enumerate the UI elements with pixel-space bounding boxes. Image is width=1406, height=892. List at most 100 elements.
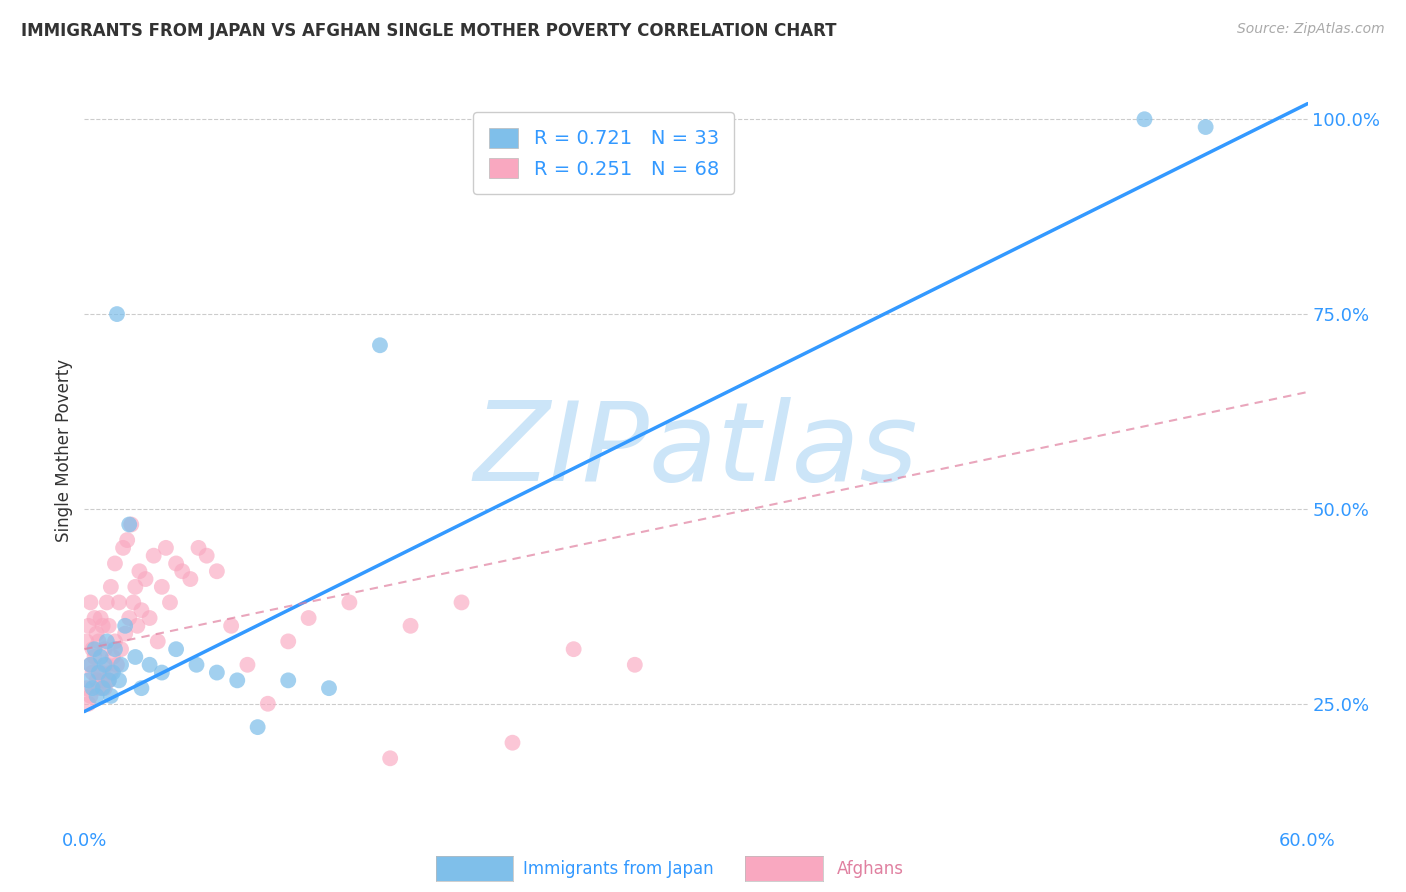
Point (75, 634, 97, 648)
Point (93, 657, 115, 672)
Point (127, 619, 149, 633)
Point (159, 595, 181, 609)
Point (172, 564, 194, 578)
Point (82, 665, 104, 680)
Point (277, 634, 299, 648)
Point (124, 580, 146, 594)
Point (339, 595, 361, 609)
Point (87, 665, 110, 680)
Point (83, 650, 105, 665)
Point (87, 681, 110, 695)
Point (226, 673, 249, 688)
Point (205, 665, 228, 680)
Point (122, 595, 145, 609)
Point (138, 657, 160, 672)
Point (150, 580, 173, 594)
Point (82, 642, 104, 657)
Point (114, 626, 136, 640)
Point (86, 673, 108, 688)
Point (105, 657, 128, 672)
Point (91, 681, 114, 695)
Point (110, 642, 132, 657)
Point (219, 619, 242, 633)
Point (96, 595, 118, 609)
Point (277, 673, 299, 688)
Point (101, 650, 124, 665)
Point (86, 626, 108, 640)
Point (90, 665, 112, 680)
Text: ZIPatlas: ZIPatlas (474, 397, 918, 504)
Point (150, 665, 173, 680)
Point (502, 736, 524, 750)
Point (104, 557, 127, 571)
Text: Immigrants from Japan: Immigrants from Japan (523, 860, 714, 878)
Point (79, 595, 101, 609)
Legend: R = 0.721   N = 33, R = 0.251   N = 68: R = 0.721 N = 33, R = 0.251 N = 68 (474, 112, 734, 194)
Point (1133, 112, 1156, 127)
Point (131, 603, 153, 617)
Point (83, 642, 105, 657)
Point (186, 657, 208, 672)
Point (90, 650, 112, 665)
Point (108, 595, 131, 609)
Point (450, 595, 472, 609)
Point (77, 619, 100, 633)
Point (257, 697, 280, 711)
Point (236, 657, 259, 672)
Point (97, 619, 120, 633)
Point (115, 533, 138, 547)
Point (562, 642, 585, 657)
Point (108, 673, 131, 688)
Text: Afghans: Afghans (837, 860, 904, 878)
Text: Source: ZipAtlas.com: Source: ZipAtlas.com (1237, 22, 1385, 37)
Point (368, 338, 391, 352)
Point (380, 751, 402, 765)
Point (97, 673, 120, 688)
Point (112, 541, 135, 555)
Text: IMMIGRANTS FROM JAPAN VS AFGHAN SINGLE MOTHER POVERTY CORRELATION CHART: IMMIGRANTS FROM JAPAN VS AFGHAN SINGLE M… (21, 22, 837, 40)
Point (187, 541, 209, 555)
Point (77, 673, 100, 688)
Point (142, 549, 165, 563)
Point (104, 642, 127, 657)
Point (97, 673, 120, 688)
Point (79, 657, 101, 672)
Point (90, 611, 112, 625)
Point (100, 665, 122, 680)
Point (120, 517, 142, 532)
Point (118, 517, 141, 532)
Point (114, 619, 136, 633)
Point (399, 619, 422, 633)
Point (318, 681, 340, 695)
Point (205, 564, 228, 578)
Point (96, 657, 118, 672)
Point (624, 657, 647, 672)
Point (124, 650, 146, 665)
Point (93, 681, 115, 695)
Point (87, 634, 110, 648)
Point (91, 673, 114, 688)
Point (298, 611, 321, 625)
Point (91, 619, 114, 633)
Point (93, 642, 115, 657)
Point (101, 665, 124, 680)
Point (135, 572, 157, 586)
Point (82, 681, 104, 695)
Point (79, 689, 101, 703)
Point (146, 634, 169, 648)
Point (86, 689, 108, 703)
Point (165, 642, 187, 657)
Point (104, 634, 127, 648)
Point (138, 611, 160, 625)
Point (179, 572, 201, 586)
Point (100, 689, 122, 703)
Y-axis label: Single Mother Poverty: Single Mother Poverty (55, 359, 73, 542)
Point (246, 720, 269, 734)
Point (195, 549, 218, 563)
Point (131, 681, 153, 695)
Point (79, 657, 101, 672)
Point (75, 681, 97, 695)
Point (96, 634, 118, 648)
Point (100, 580, 122, 594)
Point (105, 307, 128, 321)
